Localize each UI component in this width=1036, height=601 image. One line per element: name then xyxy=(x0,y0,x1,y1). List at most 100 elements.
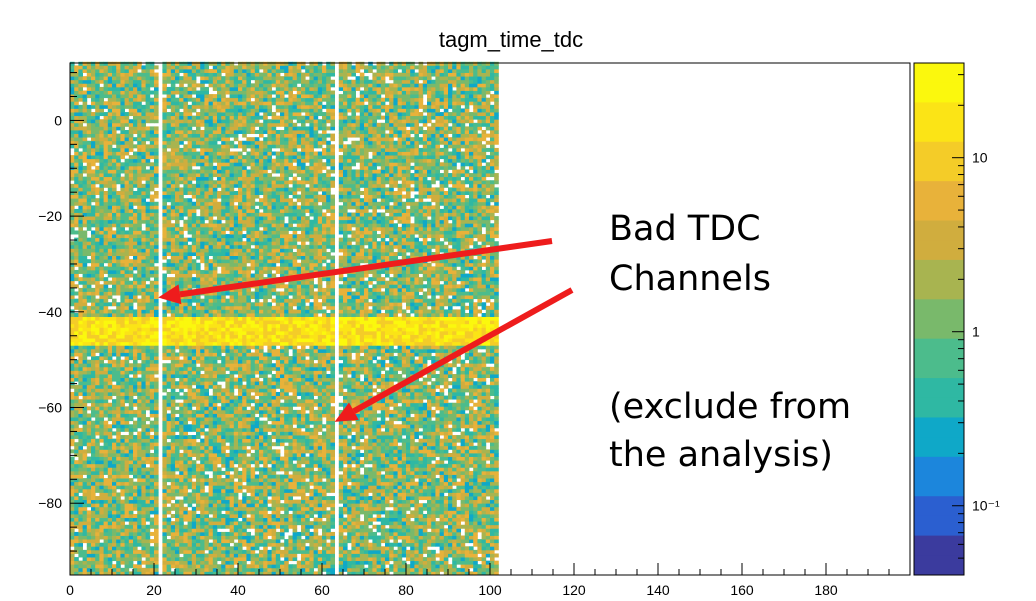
heatmap-cell xyxy=(477,549,482,554)
heatmap-cell xyxy=(212,460,218,465)
heatmap-cell xyxy=(422,467,428,472)
heatmap-cell xyxy=(208,445,214,450)
heatmap-cell xyxy=(485,546,491,551)
heatmap-cell xyxy=(137,435,142,440)
heatmap-cell xyxy=(469,438,474,443)
heatmap-cell xyxy=(267,488,272,493)
heatmap-cell xyxy=(406,431,411,436)
heatmap-cell xyxy=(70,409,75,414)
heatmap-cell xyxy=(469,399,474,404)
heatmap-cell xyxy=(376,384,382,389)
heatmap-cell xyxy=(410,420,415,425)
heatmap-cell xyxy=(372,499,377,504)
heatmap-cell xyxy=(187,485,193,490)
heatmap-cell xyxy=(309,510,314,515)
heatmap-cell xyxy=(351,542,356,547)
heatmap-cell xyxy=(183,467,188,472)
heatmap-cell xyxy=(107,470,113,475)
heatmap-cell xyxy=(406,492,411,497)
heatmap-cell xyxy=(107,402,113,407)
heatmap-cell xyxy=(145,517,151,522)
heatmap-cell xyxy=(435,553,440,558)
heatmap-cell xyxy=(82,560,88,565)
heatmap-cell xyxy=(401,460,407,465)
heatmap-cell xyxy=(267,481,272,486)
heatmap-cell xyxy=(284,413,289,418)
heatmap-cell xyxy=(86,478,92,483)
heatmap-cell xyxy=(376,431,382,436)
heatmap-cell xyxy=(494,406,499,411)
heatmap-cell xyxy=(389,546,394,551)
heatmap-cell xyxy=(368,413,373,418)
heatmap-cell xyxy=(204,438,209,443)
heatmap-cell xyxy=(330,567,335,572)
heatmap-cell xyxy=(120,406,125,411)
heatmap-cell xyxy=(204,496,209,501)
heatmap-cell xyxy=(343,467,348,472)
heatmap-cell xyxy=(393,424,398,429)
heatmap-cell xyxy=(338,539,344,544)
heatmap-cell xyxy=(179,481,184,486)
heatmap-cell xyxy=(376,424,382,429)
heatmap-cell xyxy=(280,485,285,490)
heatmap-cell xyxy=(86,546,92,551)
heatmap-cell xyxy=(271,388,277,393)
heatmap-cell xyxy=(246,557,251,562)
heatmap-cell xyxy=(414,449,419,454)
heatmap-cell xyxy=(372,503,377,508)
heatmap-cell xyxy=(431,542,436,547)
heatmap-cell xyxy=(187,571,193,576)
heatmap-cell xyxy=(196,456,201,461)
heatmap-cell xyxy=(456,539,461,544)
heatmap-cell xyxy=(485,528,491,533)
heatmap-cell xyxy=(149,557,155,562)
heatmap-cell xyxy=(322,564,327,569)
heatmap-cell xyxy=(355,506,361,511)
heatmap-cell xyxy=(271,513,277,518)
heatmap-cell xyxy=(229,481,235,486)
heatmap-cell xyxy=(103,521,109,526)
heatmap-cell xyxy=(372,506,377,511)
heatmap-cell xyxy=(238,542,243,547)
heatmap-cell xyxy=(133,553,138,558)
heatmap-cell xyxy=(494,402,499,407)
heatmap-cell xyxy=(288,467,293,472)
heatmap-cell xyxy=(196,481,201,486)
heatmap-cell xyxy=(137,496,142,501)
heatmap-cell xyxy=(149,399,155,404)
heatmap-cell xyxy=(355,549,361,554)
heatmap-cell xyxy=(95,517,100,522)
heatmap-cell xyxy=(305,442,310,447)
heatmap-cell xyxy=(191,517,197,522)
heatmap-cell xyxy=(481,567,487,572)
heatmap-cell xyxy=(95,542,100,547)
heatmap-cell xyxy=(414,388,419,393)
heatmap-cell xyxy=(296,513,302,518)
heatmap-cell xyxy=(254,510,260,515)
heatmap-cell xyxy=(275,431,281,436)
heatmap-cell xyxy=(200,571,205,576)
heatmap-cell xyxy=(406,402,411,407)
heatmap-cell xyxy=(494,438,499,443)
heatmap-cell xyxy=(456,546,461,551)
heatmap-cell xyxy=(322,456,327,461)
heatmap-cell xyxy=(95,384,100,389)
heatmap-cell xyxy=(418,474,424,479)
heatmap-cell xyxy=(233,442,239,447)
heatmap-cell xyxy=(229,460,235,465)
heatmap-cell xyxy=(460,417,466,422)
heatmap-cell xyxy=(448,420,453,425)
heatmap-cell xyxy=(225,470,230,475)
heatmap-cell xyxy=(330,452,335,457)
heatmap-cell xyxy=(82,524,88,529)
heatmap-cell xyxy=(191,417,197,422)
heatmap-cell xyxy=(145,535,151,540)
heatmap-cell xyxy=(267,467,272,472)
heatmap-cell xyxy=(418,402,424,407)
heatmap-cell xyxy=(309,438,314,443)
heatmap-cell xyxy=(448,492,453,497)
heatmap-cell xyxy=(124,463,130,468)
heatmap-cell xyxy=(313,438,319,443)
heatmap-cell xyxy=(364,535,369,540)
heatmap-cell xyxy=(91,402,96,407)
